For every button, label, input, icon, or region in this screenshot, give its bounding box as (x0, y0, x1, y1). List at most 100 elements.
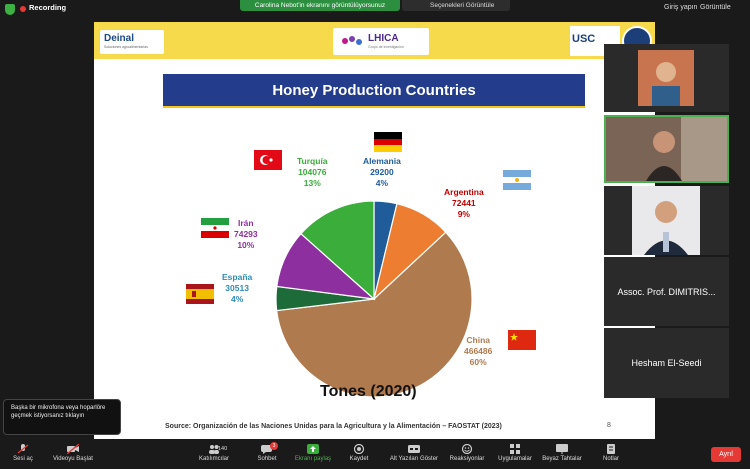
label-argentina-value: 72441 (452, 198, 476, 208)
label-china-percent: 60% (469, 357, 487, 367)
label-alemania-percent: 4% (375, 178, 389, 188)
sign-in-link[interactable]: Giriş yapın (664, 4, 698, 11)
label-espana: España 30513 4% (222, 272, 252, 305)
whiteboards-label: Beyaz Tahtalar (542, 456, 582, 462)
shared-slide: Deinal Soluciones agroalimentarias LHICA… (94, 22, 655, 439)
start-video-label: Videoyu Başlat (53, 456, 93, 462)
deinal-logo: Deinal Soluciones agroalimentarias (100, 30, 164, 54)
label-alemania: Alemania 29200 4% (363, 156, 401, 189)
whiteboards-button[interactable]: Beyaz Tahtalar (540, 444, 584, 462)
record-button[interactable]: Kaydet (346, 444, 372, 462)
chat-label: Sohbet (257, 456, 277, 462)
label-argentina: Argentina 72441 9% (444, 187, 484, 220)
view-button[interactable]: Görüntüle (700, 4, 731, 11)
participants-button[interactable]: Katılımcılar (192, 444, 236, 462)
participant-name-5: Hesham El-Seedi (631, 358, 702, 368)
deinal-logo-text: Deinal (104, 33, 135, 44)
label-iran-percent: 10% (237, 240, 255, 250)
participants-icon (209, 445, 219, 454)
spain-flag-icon (186, 284, 214, 304)
share-screen-icon (307, 444, 319, 454)
label-espana-percent: 4% (230, 294, 244, 304)
honey-pie-chart (275, 200, 473, 398)
share-screen-label: Ekranı paylaş (294, 456, 332, 462)
apps-icon (510, 444, 520, 454)
participant-tile-4[interactable]: Assoc. Prof. DIMITRIS... (604, 257, 729, 326)
captions-label: Alt Yazıları Göster (389, 456, 439, 462)
slide-title: Honey Production Countries (272, 82, 476, 99)
share-screen-button[interactable]: Ekranı paylaş (291, 444, 335, 462)
apps-label: Uygulamalar (498, 456, 532, 462)
recording-label: Recording (29, 3, 67, 12)
label-china-value: 466486 (464, 346, 493, 356)
microphone-tooltip: Başka bir mikrofona veya hoparlöre geçme… (3, 399, 121, 435)
notes-label: Notlar (602, 456, 619, 462)
label-turquia-name: Turquía (297, 156, 328, 166)
lhica-logo: LHICA Grupo de investigación (333, 28, 429, 55)
label-argentina-name: Argentina (444, 187, 484, 197)
participant-video-1 (638, 50, 694, 106)
label-china-name: China (466, 335, 490, 345)
participant-video-3 (632, 186, 700, 255)
label-argentina-percent: 9% (457, 209, 470, 219)
participant-tile-3[interactable] (604, 186, 729, 255)
label-alemania-name: Alemania (363, 156, 401, 166)
unmute-button[interactable]: Sesi aç (6, 444, 40, 462)
label-espana-name: España (222, 272, 253, 282)
iran-flag-icon (201, 218, 229, 238)
argentina-flag-icon (503, 170, 531, 190)
participants-count: 140 (218, 446, 228, 452)
start-video-button[interactable]: Videoyu Başlat (48, 444, 98, 462)
unmute-label: Sesi aç (13, 456, 33, 462)
label-iran: Irán 74293 10% (234, 218, 258, 251)
label-china: China 466486 60% (464, 335, 492, 368)
captions-button[interactable]: Alt Yazıları Göster (385, 444, 443, 462)
reactions-button[interactable]: Reaksiyonlar (447, 444, 487, 462)
video-off-icon (67, 444, 79, 454)
chat-badge: 3 (270, 442, 278, 450)
notes-icon (607, 444, 615, 454)
pie-slice-turquía (300, 200, 375, 301)
lhica-logo-subtitle: Grupo de investigación (368, 45, 404, 49)
pie-slice-china (276, 231, 473, 398)
screen-share-banner: Carolina Nebot'in ekranını görüntülüyors… (240, 0, 400, 11)
turkey-flag-icon (254, 150, 282, 170)
leave-button[interactable]: Ayrıl (711, 447, 741, 462)
label-espana-value: 30513 (225, 283, 249, 293)
lhica-logo-text: LHICA (368, 33, 399, 44)
participant-tile-5[interactable]: Hesham El-Seedi (604, 328, 729, 398)
label-iran-value: 74293 (234, 229, 258, 239)
china-flag-icon (508, 330, 536, 350)
label-alemania-value: 29200 (370, 167, 394, 177)
chart-caption: Tones (2020) (320, 383, 417, 400)
germany-flag-icon (374, 132, 402, 152)
recording-icon (20, 6, 26, 12)
label-turquia-percent: 13% (303, 178, 321, 188)
chat-button[interactable]: Sohbet (253, 444, 281, 462)
reactions-label: Reaksiyonlar (449, 456, 485, 462)
label-iran-name: Irán (238, 218, 254, 228)
chat-icon (261, 445, 272, 454)
participants-label: Katılımcılar (198, 456, 229, 462)
record-label: Kaydet (349, 456, 369, 462)
captions-icon (408, 445, 420, 453)
participant-name-4: Assoc. Prof. DIMITRIS... (617, 287, 716, 297)
slide-title-bar: Honey Production Countries (163, 74, 585, 108)
label-turquia: Turquía 104076 13% (297, 156, 328, 189)
reactions-icon (461, 444, 473, 454)
notes-button[interactable]: Notlar (600, 444, 622, 462)
deinal-logo-subtitle: Soluciones agroalimentarias (104, 45, 148, 49)
meeting-toolbar: Sesi aç Videoyu Başlat Katılımcılar 140 … (0, 441, 750, 469)
security-shield-icon[interactable] (5, 4, 15, 15)
participant-tile-1[interactable] (604, 44, 729, 112)
slide-page-number: 8 (607, 422, 611, 429)
whiteboard-icon (556, 444, 568, 454)
participant-tile-2[interactable] (604, 115, 729, 183)
top-bar: Recording Carolina Nebot'in ekranını gör… (0, 0, 750, 18)
lhica-molecule-icon (342, 36, 362, 45)
source-note: Source: Organización de las Naciones Uni… (165, 423, 502, 430)
view-options-button[interactable]: Seçenekleri Görüntüle (402, 0, 510, 11)
apps-button[interactable]: Uygulamalar (495, 444, 535, 462)
participant-video-2 (606, 117, 727, 181)
record-icon (353, 444, 365, 454)
